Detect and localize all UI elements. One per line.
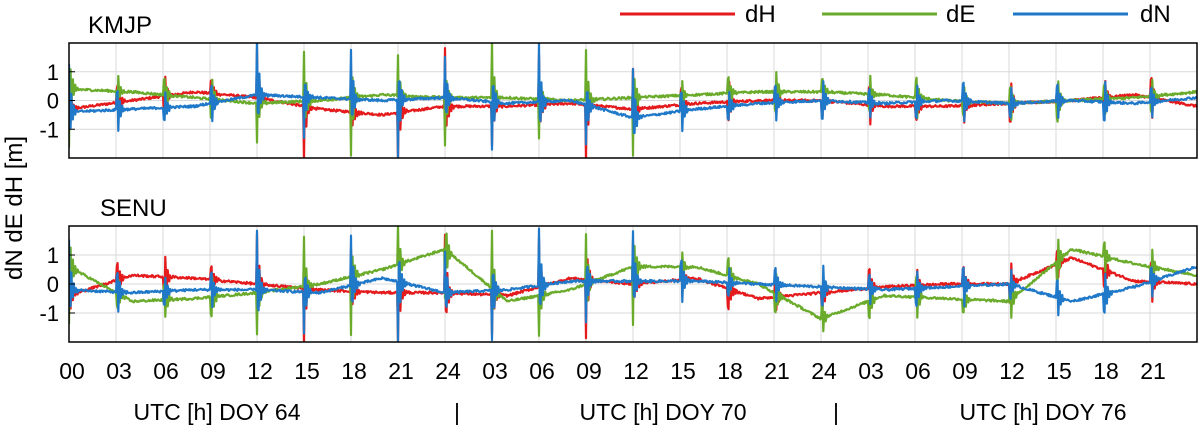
panel-senu: 1 0 -1: [39, 225, 1198, 343]
series-line-dn: [69, 227, 1197, 342]
x-tick-label: 24: [435, 358, 461, 384]
panel-kmjp: 1 0 -1: [39, 42, 1198, 159]
x-tick-label: 15: [1046, 358, 1072, 384]
y-tick-label: 0: [47, 272, 59, 297]
x-tick-label: 24: [811, 358, 837, 384]
panel-title-kmjp: KMJP: [88, 12, 152, 39]
x-tick-label: 21: [388, 358, 414, 384]
x-tick-label: 12: [247, 358, 273, 384]
x-tick-label: 21: [1140, 358, 1166, 384]
x-tick-label: 15: [670, 358, 696, 384]
x-tick-label: 00: [59, 358, 85, 384]
y-tick-label: 0: [47, 89, 59, 114]
x-tick-label: 18: [341, 358, 367, 384]
y-tick-label: -1: [39, 117, 59, 142]
legend-label-dh: dH: [745, 1, 776, 28]
x-tick-label: 09: [576, 358, 602, 384]
x-tick-label: 12: [999, 358, 1025, 384]
x-tick-label: 06: [153, 358, 179, 384]
y-tick-label: 1: [47, 60, 59, 85]
x-tick-label: 18: [1093, 358, 1119, 384]
x-tick-label: 15: [294, 358, 320, 384]
y-tick-label: -1: [39, 301, 59, 326]
x-tick-label: 09: [952, 358, 978, 384]
series-line-de: [69, 226, 1197, 337]
x-tick-label: 03: [858, 358, 884, 384]
x-tick-label: 12: [623, 358, 649, 384]
x-tick-label: 06: [905, 358, 931, 384]
legend: dH dE dN: [620, 1, 1171, 28]
y-tick-label: 1: [47, 243, 59, 268]
day-separator: |: [454, 399, 460, 425]
x-tick-labels: 00 03 06 09 12 15 18 21 24 03 06 09 12 15 18 21 24 03 06 09…: [59, 358, 1166, 384]
panel-title-senu: SENU: [100, 195, 167, 222]
x-tick-label: 06: [529, 358, 555, 384]
x-tick-label: 21: [764, 358, 790, 384]
x-day-labels: UTC [h] DOY 64 | UTC [h] DOY 70 | UTC [h] DO…: [133, 399, 1126, 425]
x-tick-label: 03: [106, 358, 132, 384]
day-label: UTC [h] DOY 70: [579, 399, 746, 425]
x-tick-label: 09: [200, 358, 226, 384]
x-tick-label: 03: [482, 358, 508, 384]
day-label: UTC [h] DOY 76: [959, 399, 1126, 425]
legend-label-dn: dN: [1140, 1, 1171, 28]
day-separator: |: [833, 399, 839, 425]
y-axis-label: dN dE dH [m]: [1, 136, 28, 280]
series-line-dn: [69, 43, 1197, 158]
legend-label-de: dE: [946, 1, 975, 28]
day-label: UTC [h] DOY 64: [133, 399, 300, 425]
x-tick-label: 18: [717, 358, 743, 384]
